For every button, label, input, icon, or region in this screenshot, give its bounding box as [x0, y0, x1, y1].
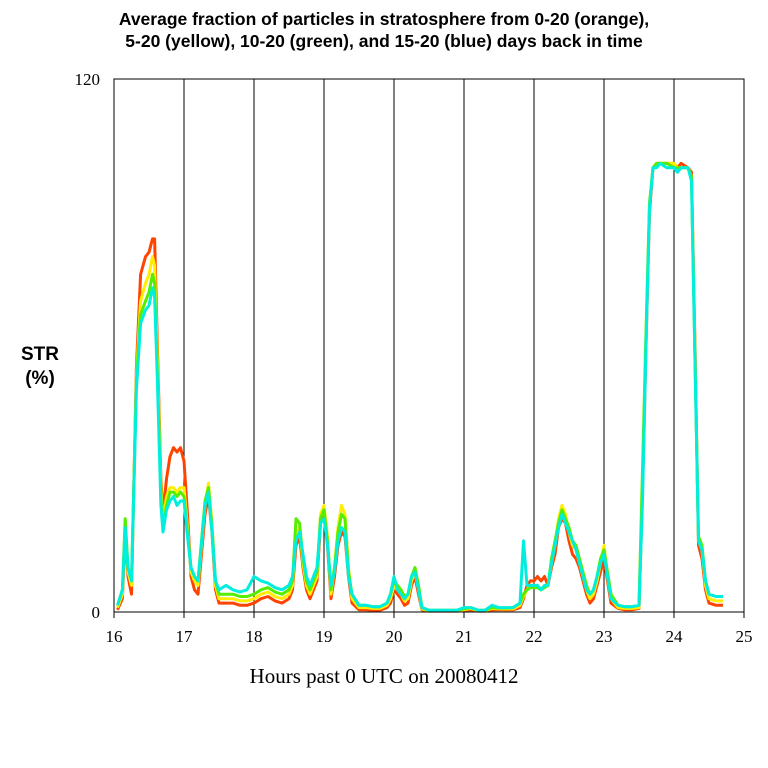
- x-tick-label: 24: [666, 627, 684, 646]
- x-tick-label: 18: [246, 627, 263, 646]
- series-line: [116, 161, 723, 612]
- series-line: [116, 161, 723, 613]
- plot-frame: [113, 78, 745, 613]
- y-tick-label: 0: [92, 603, 101, 622]
- x-tick-label: 21: [456, 627, 473, 646]
- tick-layer: 16 17 18 19 20 21 22 23 24 25 0 120: [75, 70, 753, 646]
- chart-title: Average fraction of particles in stratos…: [0, 8, 768, 52]
- grid-lines: [183, 79, 675, 612]
- chart-title-line-1: Average fraction of particles in stratos…: [118, 9, 650, 29]
- y-tick-label: 120: [75, 70, 101, 89]
- x-tick-label: 20: [386, 627, 403, 646]
- x-tick-label: 17: [176, 627, 194, 646]
- y-axis-label-line-1: STR: [21, 344, 59, 365]
- x-tick-label: 16: [106, 627, 123, 646]
- x-tick-label: 25: [736, 627, 753, 646]
- x-tick-label: 19: [316, 627, 333, 646]
- chart-title-line-2: 5-20 (yellow), 10-20 (green), and 15-20 …: [125, 31, 643, 51]
- series-layer: [116, 161, 723, 613]
- x-tick-label: 22: [526, 627, 543, 646]
- y-axis-label: STR (%): [12, 343, 68, 391]
- x-tick-label: 23: [596, 627, 613, 646]
- series-line: [116, 161, 723, 612]
- y-axis-label-line-2: (%): [25, 368, 55, 389]
- x-axis-label: Hours past 0 UTC on 20080412: [249, 664, 519, 688]
- series-line: [116, 161, 723, 613]
